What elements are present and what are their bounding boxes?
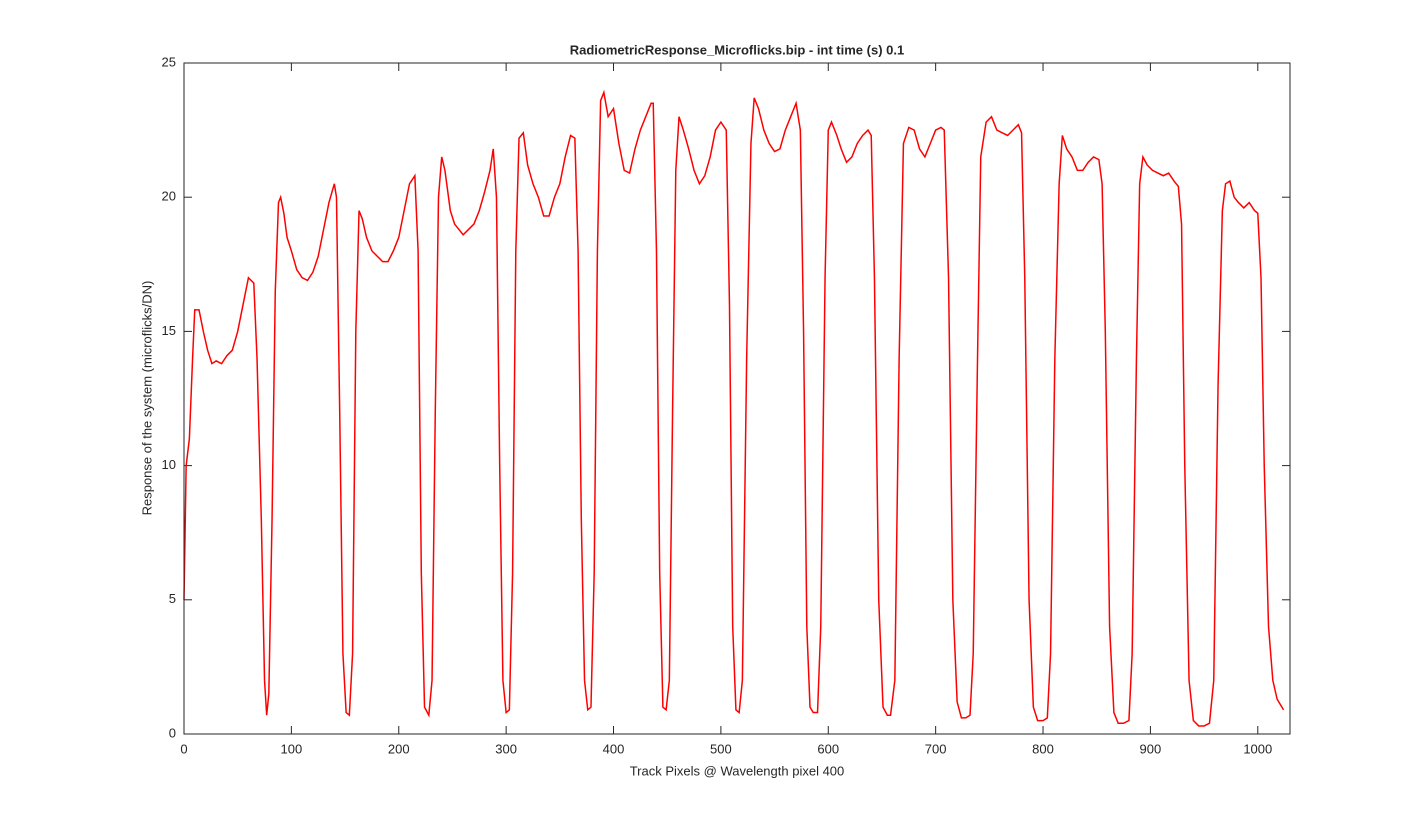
y-axis-label: Response of the system (microflicks/DN) bbox=[139, 281, 154, 516]
data-line bbox=[183, 89, 1285, 727]
x-tick-label: 0 bbox=[180, 741, 187, 756]
x-tick-label: 300 bbox=[495, 741, 517, 756]
x-tick-label: 1000 bbox=[1243, 741, 1272, 756]
y-tick-label: 10 bbox=[162, 457, 176, 472]
x-axis-label: Track Pixels @ Wavelength pixel 400 bbox=[630, 763, 845, 778]
x-tick-label: 500 bbox=[710, 741, 732, 756]
y-tick-label: 25 bbox=[162, 54, 176, 69]
x-tick-label: 800 bbox=[1032, 741, 1054, 756]
x-tick-label: 200 bbox=[388, 741, 410, 756]
chart-title: RadiometricResponse_Microflicks.bip - in… bbox=[570, 42, 904, 57]
x-tick-label: 400 bbox=[603, 741, 625, 756]
x-tick-label: 900 bbox=[1140, 741, 1162, 756]
x-tick-label: 100 bbox=[281, 741, 303, 756]
y-tick-label: 15 bbox=[162, 323, 176, 338]
plot-frame bbox=[183, 62, 1291, 735]
y-tick-label: 0 bbox=[169, 725, 176, 740]
y-tick-label: 20 bbox=[162, 189, 176, 204]
x-tick-label: 600 bbox=[817, 741, 839, 756]
x-tick-label: 700 bbox=[925, 741, 947, 756]
y-tick-label: 5 bbox=[169, 591, 176, 606]
